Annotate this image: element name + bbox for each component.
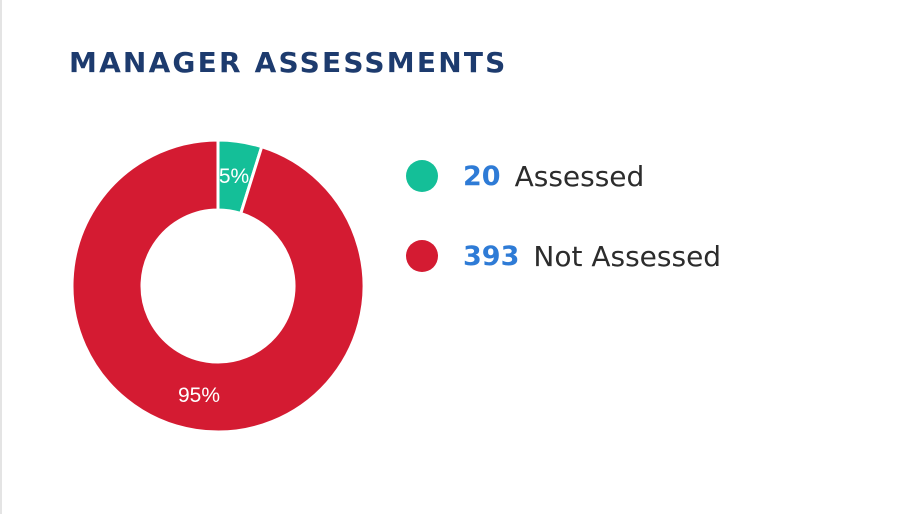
legend-count-not-assessed: 393 [463, 240, 520, 272]
legend-label-not-assessed: Not Assessed [533, 239, 722, 273]
legend-count-assessed: 20 [463, 160, 501, 192]
card-title: MANAGER ASSESSMENTS [69, 46, 508, 79]
chart-legend: 20 Assessed 393 Not Assessed [406, 156, 721, 316]
slice-label-not-assessed: 95% [178, 384, 220, 407]
donut-chart: 5% 95% [70, 138, 366, 434]
legend-item-not-assessed[interactable]: 393 Not Assessed [406, 236, 721, 276]
legend-dot-assessed [406, 160, 438, 192]
legend-label-assessed: Assessed [514, 159, 645, 193]
legend-item-assessed[interactable]: 20 Assessed [406, 156, 721, 196]
slice-not-assessed[interactable] [70, 138, 366, 434]
legend-dot-not-assessed [406, 240, 438, 272]
slice-label-assessed: 5% [219, 165, 249, 188]
